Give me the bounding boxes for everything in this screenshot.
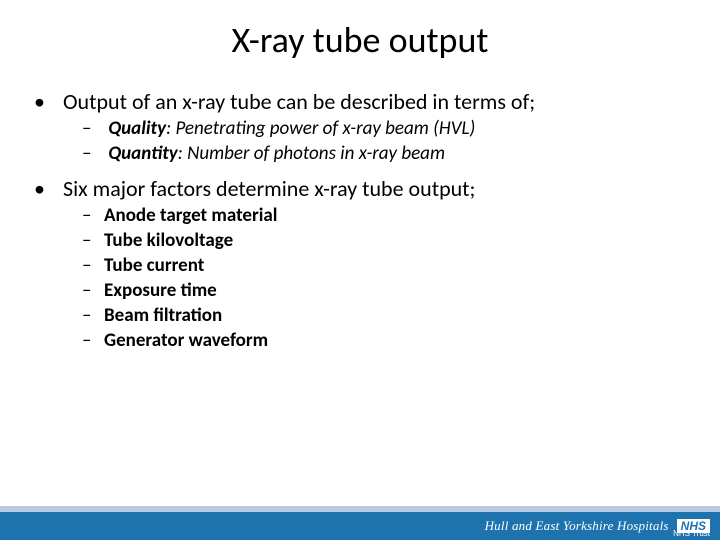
bullet-text: Tube kilovoltage: [104, 229, 233, 252]
sub-bullet-list: Quality: Penetrating power of x-ray beam…: [82, 117, 686, 165]
bullet-l1: Output of an x-ray tube can be described…: [34, 88, 686, 165]
sub-bullet-list: Anode target material Tube kilovoltage T…: [82, 204, 686, 352]
footer-org-text: Hull and East Yorkshire Hospitals: [485, 518, 669, 534]
slide-body: Output of an x-ray tube can be described…: [0, 62, 720, 352]
bullet-l2: Quality: Penetrating power of x-ray beam…: [82, 117, 686, 140]
bullet-l2: Anode target material: [82, 204, 686, 227]
bullet-l2: Tube current: [82, 254, 686, 277]
bullet-text: Tube current: [104, 254, 204, 277]
footer-band: Hull and East Yorkshire Hospitals NHS NH…: [0, 512, 720, 540]
footer-accent-bar: [0, 506, 720, 512]
bullet-l1: Six major factors determine x-ray tube o…: [34, 175, 686, 352]
bullet-text: Exposure time: [104, 279, 217, 302]
slide: X-ray tube output Output of an x-ray tub…: [0, 0, 720, 540]
bullet-label: Quantity: [108, 142, 177, 165]
bullet-l2: Beam filtration: [82, 304, 686, 327]
bullet-l2: Exposure time: [82, 279, 686, 302]
bullet-text: Output of an x-ray tube can be described…: [63, 88, 535, 115]
footer-subtext: NHS Trust: [673, 529, 710, 538]
bullet-desc: : Number of photons in x-ray beam: [178, 142, 445, 165]
bullet-text: Beam filtration: [104, 304, 222, 327]
footer: Hull and East Yorkshire Hospitals NHS NH…: [0, 506, 720, 540]
bullet-desc: : Penetrating power of x-ray beam (HVL): [166, 117, 475, 140]
bullet-l2: Generator waveform: [82, 329, 686, 352]
bullet-text: Anode target material: [104, 204, 277, 227]
slide-title: X-ray tube output: [0, 0, 720, 62]
bullet-text: Six major factors determine x-ray tube o…: [63, 175, 475, 202]
bullet-l2: Quantity: Number of photons in x-ray bea…: [82, 142, 686, 165]
bullet-text: Generator waveform: [104, 329, 268, 352]
bullet-l2: Tube kilovoltage: [82, 229, 686, 252]
bullet-list: Output of an x-ray tube can be described…: [34, 88, 686, 352]
bullet-label: Quality: [108, 117, 166, 140]
